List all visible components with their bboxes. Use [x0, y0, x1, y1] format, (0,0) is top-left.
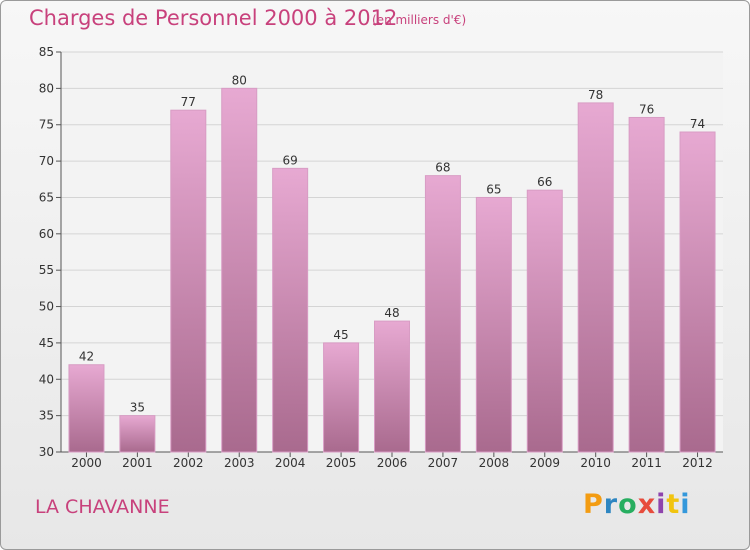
- bar-2012: [679, 131, 716, 453]
- y-tick-label: 65: [39, 190, 54, 204]
- bars: [68, 87, 716, 453]
- value-label-2005: 45: [333, 328, 348, 342]
- x-tick-label: 2003: [224, 456, 255, 470]
- bar-2006: [374, 320, 410, 453]
- x-tick-label: 2002: [173, 456, 204, 470]
- bar-2001: [119, 415, 156, 453]
- x-tick-label: 2005: [326, 456, 357, 470]
- x-tick-label: 2006: [377, 456, 408, 470]
- labels: 42 35 77 80 69 45 48 68 65 66 78 76 74: [79, 73, 705, 414]
- x-tick-label: 2004: [275, 456, 306, 470]
- x-tick-label: 2001: [122, 456, 153, 470]
- y-tick-label: 75: [39, 118, 54, 132]
- value-label-2011: 76: [639, 102, 654, 116]
- y-tick-label: 55: [39, 263, 54, 277]
- axes: 30 35 40 45 50 55 60 65 70 75 80 85 2000 2001 2002 2003…: [39, 45, 723, 470]
- y-tick-label: 80: [39, 81, 54, 95]
- bar-2008: [475, 196, 512, 453]
- value-label-2008: 65: [486, 182, 501, 196]
- x-tick-label: 2008: [479, 456, 510, 470]
- y-tick-label: 70: [39, 154, 54, 168]
- y-tick-label: 85: [39, 45, 54, 59]
- value-label-2001: 35: [130, 401, 145, 415]
- value-label-2000: 42: [79, 350, 94, 364]
- value-label-2004: 69: [283, 153, 298, 167]
- bar-2005: [323, 342, 360, 453]
- logo-letter: r: [603, 489, 619, 520]
- x-tick-label: 2012: [682, 456, 713, 470]
- y-tick-label: 60: [39, 227, 54, 241]
- y-tick-label: 35: [39, 409, 54, 423]
- value-label-2003: 80: [232, 73, 247, 87]
- bar-2011: [628, 116, 665, 453]
- logo-letter: i: [656, 489, 667, 520]
- value-label-2006: 48: [384, 306, 399, 320]
- logo-letter: x: [637, 489, 657, 520]
- y-tick-label: 45: [39, 336, 54, 350]
- x-tick-label: 2009: [529, 456, 560, 470]
- value-label-2012: 74: [690, 117, 705, 131]
- x-tick-label: 2000: [71, 456, 102, 470]
- bar-2002: [170, 109, 207, 453]
- x-tick-label: 2007: [428, 456, 459, 470]
- logo-letter: P: [583, 489, 604, 520]
- bar-2009: [526, 189, 563, 453]
- bar-2007: [424, 175, 461, 453]
- bar-2004: [272, 167, 309, 453]
- value-label-2009: 66: [537, 175, 552, 189]
- y-tick-label: 30: [39, 445, 54, 459]
- y-tick-label: 50: [39, 300, 54, 314]
- value-label-2002: 77: [181, 95, 196, 109]
- bar-2010: [577, 102, 614, 453]
- bar-2003: [221, 87, 258, 453]
- proxiti-logo: Proxiti: [583, 489, 691, 520]
- x-tick-label: 2011: [631, 456, 662, 470]
- logo-letter: o: [618, 489, 638, 520]
- chart-title: Charges de Personnel 2000 à 2012: [29, 6, 398, 30]
- value-label-2010: 78: [588, 88, 603, 102]
- chart-subtitle: (en milliers d'€): [372, 13, 467, 27]
- commune-name: LA CHAVANNE: [35, 496, 170, 518]
- logo-letter: t: [666, 489, 681, 520]
- x-tick-label: 2010: [580, 456, 611, 470]
- logo-letter: i: [680, 489, 691, 520]
- value-label-2007: 68: [435, 161, 450, 175]
- y-tick-label: 40: [39, 372, 54, 386]
- bar-2000: [68, 364, 105, 453]
